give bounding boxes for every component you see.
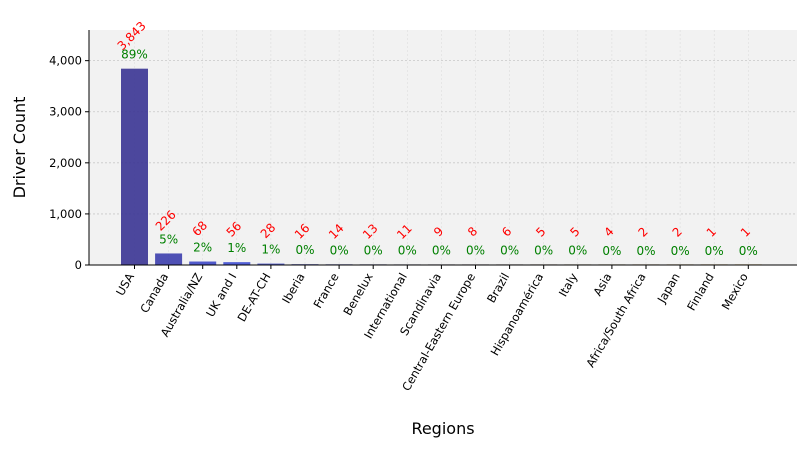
percent-label-16: 0% [671,244,690,258]
percent-label-7: 0% [364,243,383,257]
y-tick-label-2: 2,000 [49,156,82,170]
x-tick-label-13: Italy [556,270,581,299]
x-tick-label-7: Benelux [340,270,376,318]
x-axis-title: Regions [411,419,474,438]
percent-label-13: 0% [568,244,587,258]
y-axis-title: Driver Count [10,97,29,199]
percent-label-3: 1% [227,241,246,255]
percent-label-4: 1% [261,243,280,257]
percent-label-1: 5% [159,232,178,246]
y-tick-label-3: 3,000 [49,105,82,119]
percent-label-17: 0% [705,244,724,258]
x-tick-label-4: DE-AT-CH [234,271,273,325]
x-tick-label-5: Iberia [279,271,307,306]
x-tick-label-14: Asia [590,271,614,299]
y-tick-label-4: 4,000 [49,54,82,68]
percent-label-6: 0% [330,243,349,257]
axes [88,30,797,266]
percent-label-5: 0% [295,243,314,257]
x-tick-label-1: Canada [137,271,171,316]
percent-label-18: 0% [739,244,758,258]
x-tick-label-18: Mexico [719,271,751,313]
x-tick-label-16: Japan [654,271,683,307]
bar-0 [121,68,148,266]
data-labels: 89%3,8435%2262%681%561%280%160%140%130%1… [115,19,758,258]
x-tick-label-17: Finland [684,271,717,314]
percent-label-12: 0% [534,244,553,258]
percent-label-9: 0% [432,244,451,258]
percent-label-0: 89% [121,48,148,62]
plot-area [89,30,797,265]
bar-2 [189,261,217,265]
gridlines [89,30,797,266]
percent-label-14: 0% [602,244,621,258]
bar-1 [155,253,183,265]
x-tick-label-11: Brazil [484,270,512,305]
percent-label-11: 0% [500,244,519,258]
y-tick-label-1: 1,000 [49,207,82,221]
percent-label-2: 2% [193,241,212,255]
bar-3 [223,262,251,265]
y-axis-ticks: 0 1,000 2,000 3,000 4,000 [49,54,89,272]
y-tick-label-0: 0 [75,258,82,272]
x-tick-label-6: France [310,271,341,311]
percent-label-10: 0% [466,244,485,258]
percent-label-15: 0% [636,244,655,258]
percent-label-8: 0% [398,243,417,257]
x-tick-label-0: USA [113,270,137,298]
x-tick-label-3: UK and I [203,271,239,320]
bar-4 [257,263,285,265]
